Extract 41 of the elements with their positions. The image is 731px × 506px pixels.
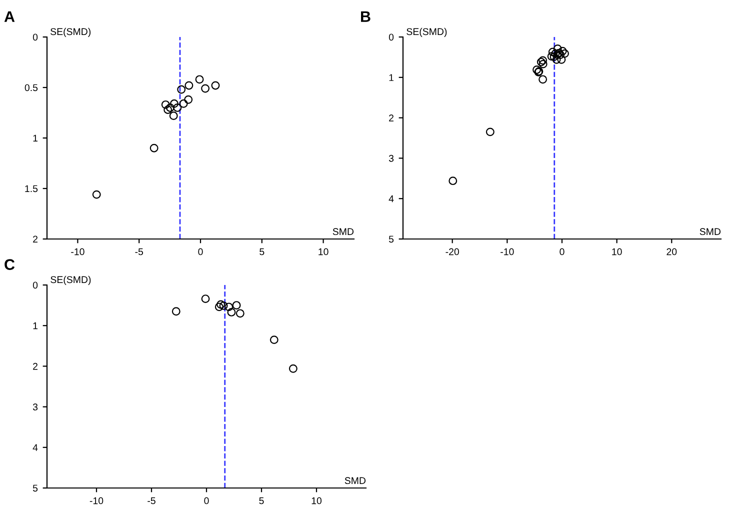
x-tick-label: -5	[148, 497, 156, 504]
y-tick-label: 4	[32, 444, 38, 451]
y-tick-label: 3	[32, 404, 38, 410]
y-tick-label: 2	[389, 114, 394, 122]
y-tick-label: 1	[33, 322, 38, 330]
y-tick-label: 2	[33, 236, 38, 243]
y-tick-label: 0	[32, 34, 38, 41]
x-tick-label: 20	[666, 248, 677, 256]
y-tick-label: 1	[389, 74, 394, 81]
x-tick-label: 10	[318, 248, 328, 256]
x-tick-label: 0	[204, 497, 209, 504]
y-axis-title: SE(SMD)	[50, 28, 91, 37]
chart-title: A	[4, 11, 15, 22]
x-tick-label: -20	[446, 248, 459, 256]
y-axis-title: SE(SMD)	[406, 28, 447, 37]
x-tick-label: 5	[259, 497, 264, 504]
y-tick-label: 5	[388, 236, 394, 243]
x-tick-label: 0	[560, 248, 564, 256]
y-tick-label: 1	[33, 134, 38, 142]
y-axis-title: SE(SMD)	[50, 276, 91, 285]
x-tick-label: -5	[135, 248, 144, 256]
y-tick-label: 1.5	[25, 185, 38, 192]
y-tick-label: 0.5	[24, 84, 38, 92]
x-tick-label: 10	[612, 248, 622, 256]
x-axis-title: SMD	[332, 228, 354, 236]
y-tick-label: 4	[388, 195, 394, 202]
x-axis-title: SMD	[700, 228, 721, 236]
y-tick-label: 0	[32, 282, 38, 289]
x-tick-label: 5	[260, 248, 264, 256]
chart-title: B	[361, 11, 370, 22]
x-axis-title: SMD	[344, 477, 366, 484]
x-tick-label: -10	[71, 248, 84, 256]
x-tick-label: -10	[90, 497, 104, 504]
y-tick-label: 2	[33, 362, 38, 370]
x-tick-label: 0	[198, 248, 203, 256]
x-tick-label: -10	[500, 248, 514, 256]
y-tick-label: 3	[388, 154, 394, 162]
chart-title: C	[4, 259, 15, 270]
y-tick-label: 5	[32, 484, 38, 492]
y-tick-label: 0	[388, 34, 394, 41]
x-tick-label: 10	[312, 497, 322, 504]
